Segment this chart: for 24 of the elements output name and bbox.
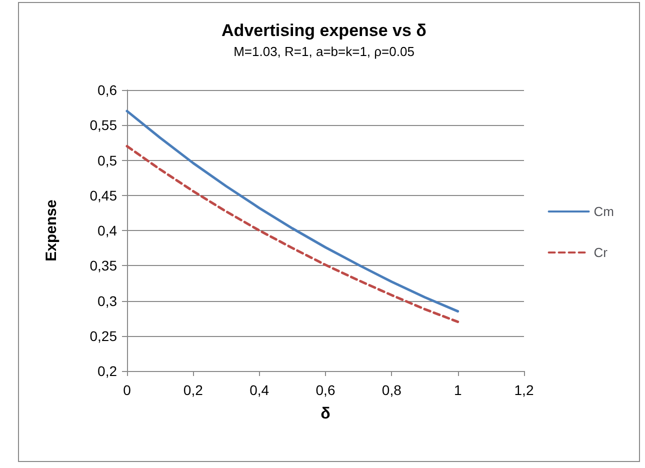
y-tick-label: 0,55 [90, 117, 118, 134]
legend-label: Cr [594, 245, 608, 260]
y-tick-label: 0,3 [98, 292, 118, 309]
x-tick-label: 0,8 [382, 382, 402, 398]
x-tick-label: 0,6 [316, 382, 336, 398]
x-tick-label: 0,4 [250, 382, 270, 398]
y-tick-label: 0,4 [98, 222, 118, 238]
x-tick-label: 1 [454, 382, 462, 398]
chart-title: Advertising expense vs δ [222, 21, 426, 40]
y-tick-label: 0,5 [98, 152, 118, 168]
y-tick-label: 0,2 [98, 363, 118, 379]
x-tick-label: 1,2 [514, 382, 534, 398]
x-tick-label: 0 [123, 382, 132, 398]
legend-label: Cm [594, 204, 614, 219]
y-tick-label: 0,35 [90, 258, 118, 274]
y-tick-label: 0,6 [98, 82, 118, 98]
x-tick-label: 0,2 [183, 382, 204, 398]
line-series [126, 144, 460, 324]
y-tick-label: 0,25 [90, 328, 118, 344]
chart-subtitle: M=1.03, R=1, a=b=k=1, ρ=0.05 [234, 44, 414, 59]
y-tick-label: 0,45 [90, 187, 118, 204]
y-axis-title: Expense [43, 200, 60, 262]
x-axis-title: δ [320, 406, 331, 422]
line-series [126, 110, 460, 313]
